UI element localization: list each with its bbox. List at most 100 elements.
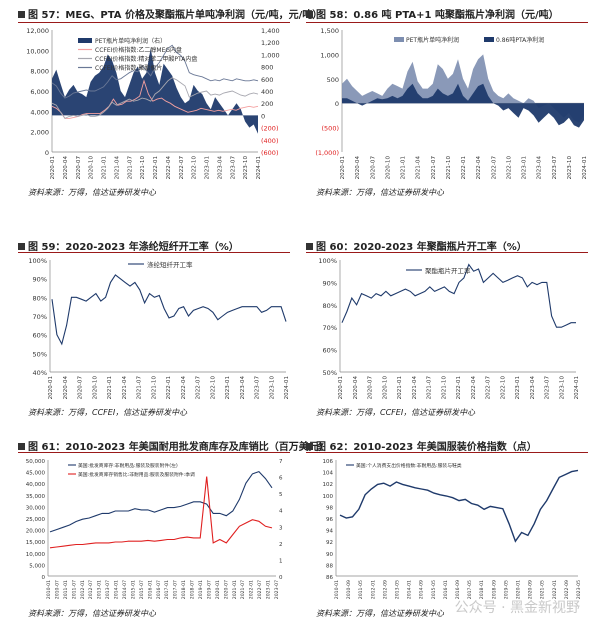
chart-59-svg: 100% 90% 80% 70% 60% 50% 40%2020-01 2020-04 2020…	[28, 257, 290, 400]
x-tick-label: 2014-09	[419, 580, 425, 599]
x-tick-label: 2024-01	[284, 376, 290, 400]
title-marker-icon	[18, 443, 25, 450]
x-tick-label: 2022-01	[249, 580, 255, 599]
chart-57-panel: 图 57：MEG、PTA 价格及聚酯瓶片单吨净利润（元/吨，元/吨） 12,00…	[18, 6, 322, 206]
x-tick-label: 2022-09	[564, 580, 570, 599]
x-tick-label: 2021-05	[540, 580, 546, 599]
x-tick-label: 2021-07	[431, 156, 437, 180]
x-tick-label: 2020-07	[76, 156, 82, 180]
y-tick-label: 1,000	[320, 51, 339, 59]
x-tick-label: 2022-04	[166, 156, 172, 180]
y2-tick-label: 600	[261, 76, 273, 84]
x-tick-label: 2022-04	[476, 156, 482, 180]
y-tick-label: 1,500	[320, 27, 339, 35]
y-tick-label: 100%	[28, 257, 47, 265]
chart-60-title-rule	[306, 252, 588, 253]
legend-label: CCFEI价格指数:精对苯二甲酸PTA内盘	[95, 55, 197, 63]
chart-62-title: 图 62：2010-2023 年美国服装价格指数（点）	[306, 438, 537, 453]
y2-tick-label: (200)	[261, 125, 278, 133]
title-marker-icon	[306, 443, 313, 450]
y-tick-label: 40,000	[26, 482, 46, 488]
y-tick-label: 40%	[33, 369, 47, 377]
x-tick-label: 2017-07	[173, 580, 179, 599]
y-tick-label: 10,000	[26, 47, 49, 55]
x-tick-label: 2023-07	[230, 156, 236, 180]
chart-58-source: 资料来源：万得，信达证券研发中心	[316, 188, 444, 197]
y-tick-label: 86	[326, 575, 333, 581]
y2-tick-label: 400	[261, 88, 273, 96]
chart-62-title-rule	[306, 452, 588, 453]
series-meg-line	[51, 79, 259, 119]
x-tick-label: 2021-07	[137, 376, 143, 400]
y2-tick-label: 4	[279, 509, 283, 515]
chart-57-title-text: MEG、PTA 价格及聚酯瓶片单吨净利润（元/吨，元/吨）	[65, 10, 323, 21]
x-tick-label: 2020-01	[50, 156, 56, 180]
x-tick-label: 2012-09	[382, 580, 388, 599]
y-tick-label: 102	[323, 482, 334, 488]
series-inventory-line	[49, 470, 273, 533]
chart-61-title-rule	[18, 452, 290, 453]
x-tick-label: 2022-10	[506, 156, 512, 180]
x-tick-label: 2010-07	[54, 580, 60, 599]
x-tick-label: 2023-04	[537, 156, 543, 180]
legend-label: CCFEI价格指数:乙二醇MEG内盘	[95, 46, 182, 54]
x-tick-label: 2011-01	[63, 580, 69, 599]
y-tick-label: 80%	[323, 302, 337, 310]
x-tick-label: 2011-07	[71, 580, 77, 599]
x-tick-label: 2022-10	[500, 376, 506, 400]
chart-61-panel: 图 61：2010-2023 年美国耐用批发商库存及库销比（百万美元） 50,0…	[18, 438, 329, 623]
legend-label: PET瓶片单吨净利润	[406, 36, 459, 44]
y-tick-label: 94	[326, 529, 333, 535]
x-tick-label: 2022-07	[491, 156, 497, 180]
x-tick-label: 2022-04	[471, 376, 477, 400]
y-tick-label: 6,000	[30, 88, 49, 96]
x-tick-label: 2020-01	[516, 580, 522, 599]
series-inventory-sales-ratio-line	[49, 476, 273, 549]
x-tick-label: 2013-07	[105, 580, 111, 599]
chart-59-title: 图 59：2020-2023 年涤纶短纤开工率（%）	[18, 238, 239, 253]
y-tick-label: 30,000	[26, 505, 46, 511]
x-tick-label: 2022-07	[257, 580, 263, 599]
y-tick-label: 0	[335, 100, 339, 108]
x-tick-label: 2023-07	[552, 156, 558, 180]
x-tick-label: 2013-01	[97, 580, 103, 599]
legend-label: 美国:个人消费支出价格指数:非耐用品:服装与鞋类	[356, 462, 462, 469]
y-tick-label: 100	[323, 494, 334, 500]
x-tick-label: 2010-09	[346, 580, 352, 599]
x-tick-label: 2020-10	[385, 156, 391, 180]
x-tick-label: 2018-01	[479, 580, 485, 599]
x-tick-label: 2015-07	[139, 580, 145, 599]
chart-59-label: 图 59：	[28, 242, 66, 253]
y2-tick-label: 2	[279, 542, 283, 548]
x-tick-label: 2020-04	[353, 376, 359, 400]
x-tick-label: 2017-05	[467, 580, 473, 599]
chart-57-label: 图 57：	[28, 10, 66, 21]
y-tick-label: 500	[327, 76, 339, 84]
x-tick-label: 2021-07	[127, 156, 133, 180]
y2-tick-label: 800	[261, 64, 273, 72]
x-tick-label: 2021-01	[401, 156, 407, 180]
x-tick-label: 2023-07	[255, 376, 261, 400]
y-tick-label: 96	[326, 517, 333, 523]
y-tick-label: 0	[45, 149, 49, 157]
legend-swatch	[394, 37, 404, 42]
x-tick-label: 2023-07	[545, 376, 551, 400]
x-tick-label: 2020-10	[382, 376, 388, 400]
x-tick-label: 2023-10	[243, 156, 249, 180]
title-marker-icon	[18, 11, 25, 18]
y-tick-label: 4,000	[30, 108, 49, 116]
x-tick-label: 2023-10	[567, 156, 573, 180]
y-tick-label: 20,000	[26, 529, 46, 535]
x-tick-label: 2018-07	[190, 580, 196, 599]
chart-61-title-text: 2010-2023 年美国耐用批发商库存及库销比（百万美元）	[65, 442, 329, 453]
x-tick-label: 2021-04	[416, 156, 422, 180]
x-tick-label: 2020-10	[89, 156, 95, 180]
x-tick-label: 2012-01	[370, 580, 376, 599]
x-tick-label: 2016-07	[156, 580, 162, 599]
x-tick-label: 2022-07	[179, 156, 185, 180]
chart-58-title-rule	[306, 22, 588, 23]
x-tick-label: 2022-01	[552, 580, 558, 599]
legend-label: 美国:批发商库存:非耐用品:服装及服装附件(左)	[78, 462, 178, 469]
y-tick-label: 50%	[323, 369, 337, 377]
title-marker-icon	[306, 11, 313, 18]
